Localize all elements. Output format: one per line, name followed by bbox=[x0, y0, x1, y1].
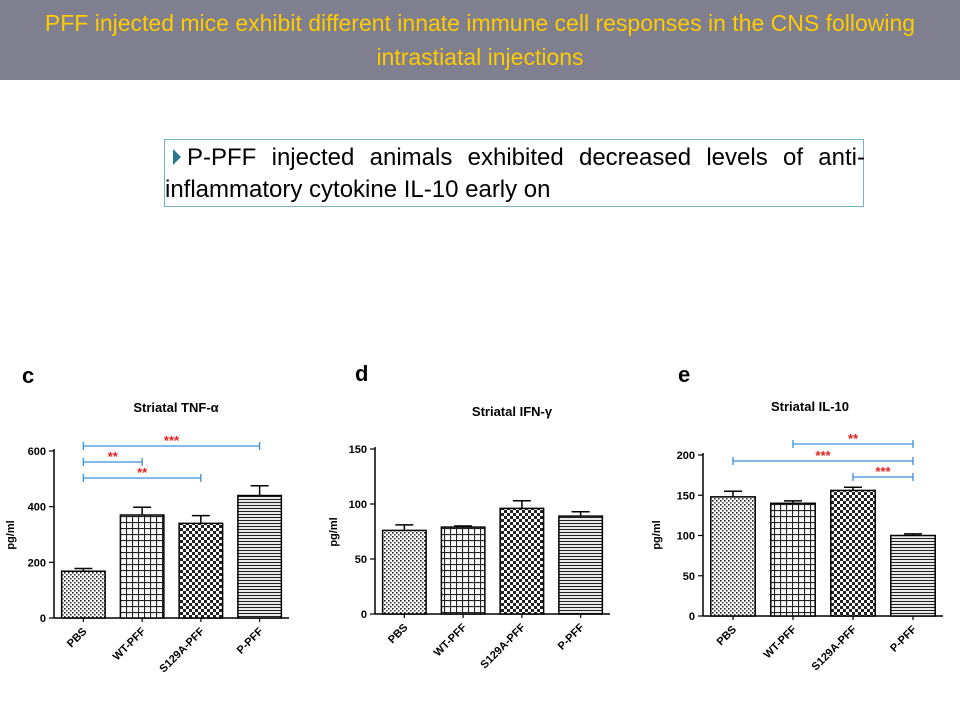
y-axis-label: pg/ml bbox=[5, 520, 17, 549]
significance-label: *** bbox=[815, 448, 831, 463]
bar bbox=[440, 526, 486, 615]
x-tick-label: WT-PFF bbox=[111, 625, 149, 663]
y-tick-label: 400 bbox=[28, 502, 46, 514]
y-tick-label: 50 bbox=[355, 554, 367, 566]
bar bbox=[178, 522, 224, 619]
x-tick-label: P-PFF bbox=[235, 625, 266, 656]
x-tick-label: S129A-PFF bbox=[810, 623, 860, 673]
panel-c: c Striatal TNF-α pg/ml 0 200 400 600 PBS WT-P… bbox=[5, 363, 289, 675]
bar bbox=[770, 502, 816, 617]
panel-label: d bbox=[355, 361, 368, 386]
bar bbox=[890, 534, 936, 617]
y-tick-label: 0 bbox=[40, 613, 46, 625]
x-tick-label: S129A-PFF bbox=[478, 621, 528, 671]
x-tick-label: WT-PFF bbox=[762, 623, 800, 661]
bar bbox=[830, 489, 876, 617]
chart-title: Striatal IL-10 bbox=[771, 399, 849, 414]
y-tick-label: 150 bbox=[349, 444, 367, 456]
bar bbox=[60, 570, 106, 619]
y-axis-label: pg/ml bbox=[651, 520, 663, 549]
bar bbox=[499, 507, 545, 615]
y-tick-label: 200 bbox=[28, 557, 46, 569]
y-tick-label: 100 bbox=[349, 499, 367, 511]
panel-e: e Striatal IL-10 pg/ml 0 50 100 150 200 PBS WT… bbox=[651, 362, 943, 673]
bar bbox=[237, 494, 283, 619]
y-tick-label: 200 bbox=[677, 450, 695, 462]
chart-title: Striatal IFN-γ bbox=[472, 404, 553, 419]
x-tick-label: S129A-PFF bbox=[157, 625, 207, 675]
panel-label: e bbox=[678, 362, 690, 387]
y-tick-label: 150 bbox=[677, 490, 695, 502]
y-tick-label: 0 bbox=[361, 609, 367, 621]
bullet-point: P-PFF injected animals exhibited decreas… bbox=[165, 142, 865, 206]
x-tick-label: P-PFF bbox=[556, 621, 587, 652]
bullet-text: P-PFF injected animals exhibited decreas… bbox=[165, 144, 865, 203]
bullet-arrow-icon bbox=[173, 149, 181, 165]
significance-label: *** bbox=[875, 464, 891, 479]
x-tick-label: PBS bbox=[65, 626, 89, 650]
chart-title: Striatal TNF-α bbox=[133, 400, 218, 415]
significance-label: ** bbox=[137, 465, 148, 480]
y-tick-label: 100 bbox=[677, 531, 695, 543]
y-tick-label: 600 bbox=[28, 446, 46, 458]
bar bbox=[710, 496, 756, 617]
significance-label: ** bbox=[108, 449, 119, 464]
bar bbox=[119, 514, 165, 619]
x-tick-label: PBS bbox=[715, 624, 739, 648]
bar bbox=[558, 515, 604, 615]
bar bbox=[381, 529, 427, 615]
title-bar: PFF injected mice exhibit different inna… bbox=[0, 0, 960, 80]
significance-label: *** bbox=[164, 433, 180, 448]
panel-d: d Striatal IFN-γ pg/ml 0 50 100 150 PBS WT-PF… bbox=[328, 361, 610, 671]
y-tick-label: 0 bbox=[689, 611, 695, 623]
panel-label: c bbox=[22, 363, 34, 388]
y-tick-label: 50 bbox=[683, 571, 695, 583]
x-tick-label: WT-PFF bbox=[432, 621, 470, 659]
x-tick-label: PBS bbox=[386, 622, 410, 646]
bullet-box: P-PFF injected animals exhibited decreas… bbox=[164, 139, 865, 207]
significance-label: ** bbox=[848, 431, 859, 446]
x-tick-label: P-PFF bbox=[888, 623, 919, 654]
slide-title: PFF injected mice exhibit different inna… bbox=[44, 10, 916, 70]
y-axis-label: pg/ml bbox=[328, 517, 340, 546]
